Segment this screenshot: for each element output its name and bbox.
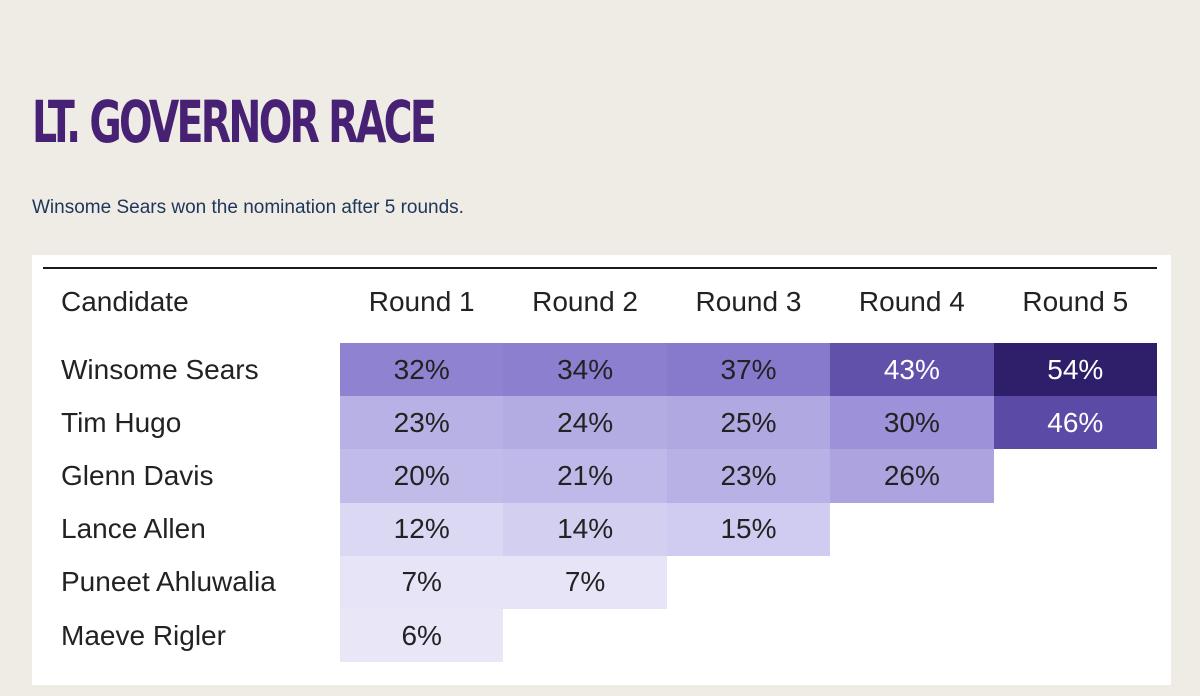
vote-share-cell: 20% (340, 449, 504, 503)
candidate-name: Tim Hugo (61, 406, 182, 438)
vote-share-cell (994, 556, 1157, 609)
page-title: LT. GOVERNOR RACE (32, 88, 437, 156)
vote-share-cell (666, 608, 831, 669)
results-table: Candidate Round 1 Round 2 Round 3 Round … (43, 267, 1157, 669)
vote-share-cell (830, 503, 993, 556)
vote-share-cell: 24% (503, 396, 667, 450)
vote-share-cell (830, 556, 993, 609)
vote-share-cell: 26% (830, 449, 994, 503)
column-header-candidate: Candidate (61, 286, 189, 317)
candidate-name: Winsome Sears (43, 334, 340, 397)
column-header-round: Round 5 (1022, 286, 1129, 317)
vote-share-cell (994, 449, 1157, 502)
table-row: Puneet Ahluwalia 7% 7% (43, 555, 1157, 609)
column-header-round: Round 1 (368, 286, 475, 317)
vote-share-cell: 21% (503, 449, 667, 503)
vote-share-cell: 14% (503, 502, 667, 556)
candidate-name: Lance Allen (61, 513, 206, 545)
vote-share-cell: 32% (340, 334, 504, 397)
vote-share-cell: 12% (340, 502, 504, 556)
results-table-card: Candidate Round 1 Round 2 Round 3 Round … (32, 255, 1171, 685)
page-subtitle: Winsome Sears won the nomination after 5… (32, 197, 464, 218)
vote-share-cell (993, 608, 1157, 669)
column-header-round: Round 2 (532, 286, 639, 317)
vote-share-cell: 7% (340, 555, 504, 609)
vote-share-cell: 7% (503, 555, 667, 609)
candidate-name: Puneet Ahluwalia (61, 566, 276, 598)
vote-share-cell: 46% (993, 396, 1157, 450)
table-row: Glenn Davis 20% 21% 23% 26% (43, 449, 1157, 503)
table-row: Winsome Sears 32% 34% 37% 43% 54% (43, 334, 1157, 397)
vote-share-cell: 15% (666, 502, 831, 556)
column-header-round: Round 3 (695, 286, 802, 317)
candidate-name: Glenn Davis (61, 459, 214, 491)
table-row: Maeve Rigler 6% (43, 608, 1157, 669)
table-header-row: Candidate Round 1 Round 2 Round 3 Round … (43, 268, 1157, 339)
vote-share-cell: 6% (340, 608, 504, 669)
vote-share-cell: 54% (993, 334, 1157, 397)
vote-share-cell: 34% (503, 334, 667, 397)
vote-share-cell: 37% (666, 334, 831, 397)
vote-share-cell: 23% (340, 396, 504, 450)
vote-share-cell (994, 503, 1157, 556)
vote-share-cell: 30% (830, 396, 994, 450)
vote-share-cell (667, 556, 830, 609)
column-header-round: Round 4 (858, 286, 965, 317)
vote-share-cell: 23% (666, 449, 831, 503)
vote-share-cell: 25% (666, 396, 831, 450)
candidate-name: Maeve Rigler (43, 608, 340, 669)
vote-share-cell (830, 608, 994, 669)
vote-share-cell (503, 608, 667, 669)
table-row: Tim Hugo 23% 24% 25% 30% 46% (43, 396, 1157, 450)
table-row: Lance Allen 12% 14% 15% (43, 502, 1157, 556)
vote-share-cell: 43% (830, 334, 994, 397)
